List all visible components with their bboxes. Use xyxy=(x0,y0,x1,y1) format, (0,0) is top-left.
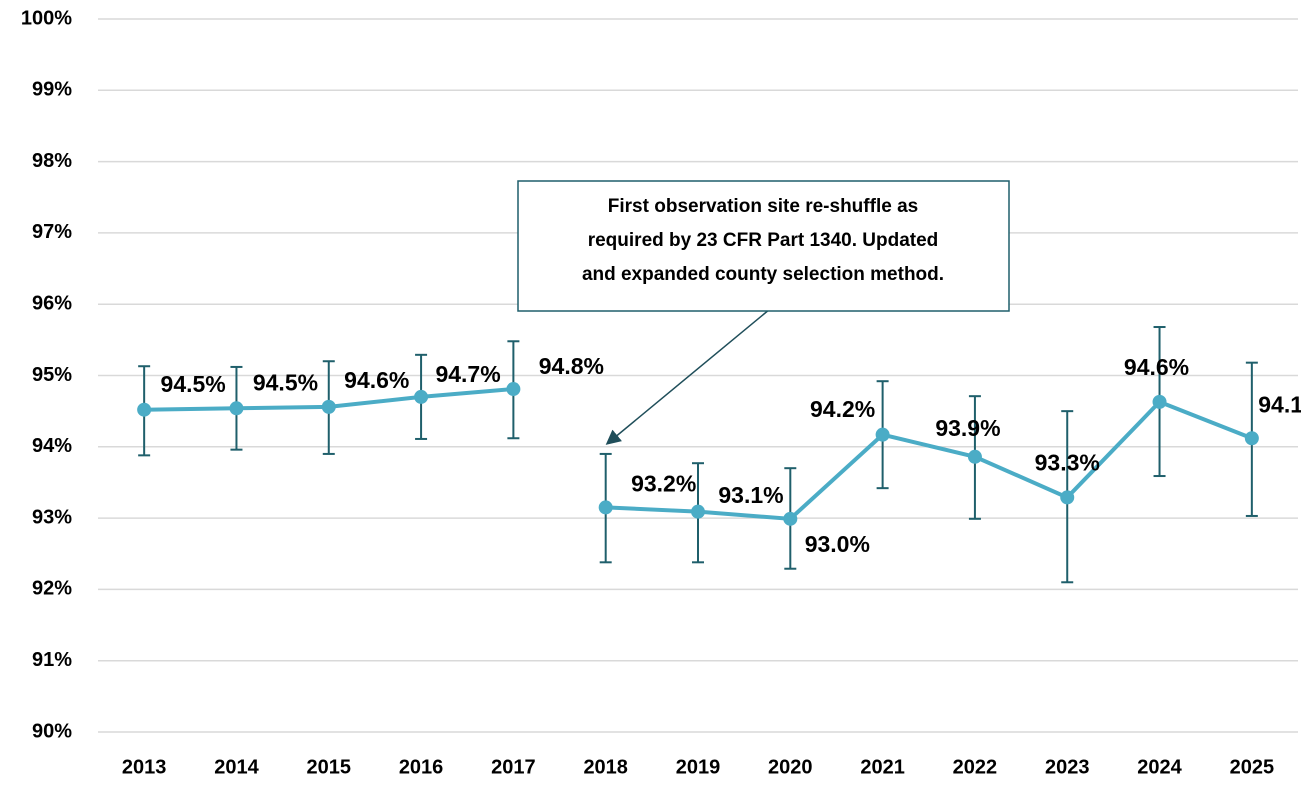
data-point xyxy=(321,399,336,414)
data-point xyxy=(229,401,244,416)
y-tick-label: 95% xyxy=(32,364,72,386)
value-label: 94.6% xyxy=(344,367,409,393)
y-tick-label: 96% xyxy=(32,292,72,314)
y-tick-label: 94% xyxy=(32,435,72,457)
annotation-arrow xyxy=(605,308,771,445)
x-tick-label: 2018 xyxy=(583,756,628,778)
x-tick-label: 2014 xyxy=(214,756,259,778)
data-point xyxy=(875,427,890,442)
annotation-box xyxy=(517,180,1010,312)
value-label: 94.5% xyxy=(161,371,226,397)
x-tick-label: 2016 xyxy=(399,756,444,778)
value-label: 94.2% xyxy=(810,396,875,422)
x-tick-label: 2023 xyxy=(1045,756,1090,778)
value-label: 94.1% xyxy=(1258,391,1301,417)
data-point xyxy=(1060,490,1075,505)
y-tick-label: 91% xyxy=(32,649,72,671)
grid xyxy=(98,18,1298,733)
data-point xyxy=(506,382,521,397)
x-tick-label: 2013 xyxy=(122,756,167,778)
value-label: 93.2% xyxy=(631,470,696,496)
value-label: 94.7% xyxy=(435,361,500,387)
x-tick-label: 2020 xyxy=(768,756,813,778)
value-label: 93.1% xyxy=(718,482,783,508)
value-label: 94.6% xyxy=(1124,354,1189,380)
data-point xyxy=(414,389,429,404)
y-tick-label: 90% xyxy=(32,720,72,742)
annotation-line: and expanded county selection method. xyxy=(582,264,944,285)
x-tick-label: 2022 xyxy=(953,756,998,778)
x-tick-label: 2025 xyxy=(1230,756,1275,778)
x-tick-label: 2017 xyxy=(491,756,536,778)
data-point xyxy=(783,511,798,526)
x-tick-label: 2019 xyxy=(676,756,721,778)
y-tick-label: 92% xyxy=(32,578,72,600)
data-point xyxy=(137,402,152,417)
value-label: 93.0% xyxy=(805,531,870,557)
y-tick-label: 93% xyxy=(32,506,72,528)
value-label: 93.9% xyxy=(935,415,1000,441)
x-tick-label: 2024 xyxy=(1137,756,1182,778)
x-tick-label: 2021 xyxy=(860,756,905,778)
marks xyxy=(137,326,1259,584)
series-line xyxy=(605,399,1253,521)
annotation-line: required by 23 CFR Part 1340. Updated xyxy=(588,230,939,251)
value-label: 94.8% xyxy=(539,353,604,379)
data-point xyxy=(1152,394,1167,409)
y-tick-label: 99% xyxy=(32,79,72,101)
data-point xyxy=(967,449,982,464)
data-point xyxy=(1244,431,1259,446)
y-tick-label: 97% xyxy=(32,221,72,243)
value-label: 93.3% xyxy=(1035,450,1100,476)
x-tick-label: 2015 xyxy=(307,756,352,778)
y-tick-label: 100% xyxy=(21,7,72,29)
annotation-line: First observation site re-shuffle as xyxy=(608,196,918,217)
data-point xyxy=(691,504,705,519)
y-tick-label: 98% xyxy=(32,150,72,172)
data-point xyxy=(598,500,613,515)
value-label: 94.5% xyxy=(253,369,318,395)
